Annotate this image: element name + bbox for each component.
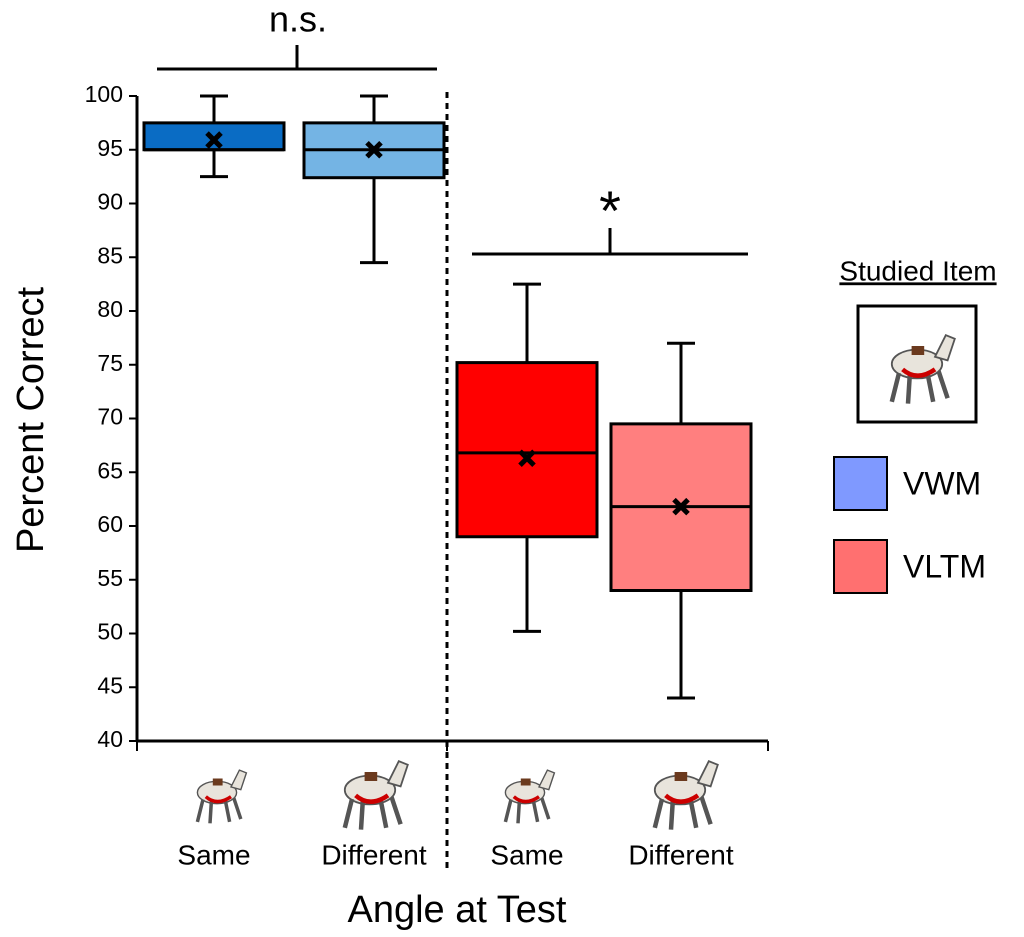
- mean-marker: [672, 497, 690, 516]
- y-tick-label: 75: [97, 350, 123, 376]
- y-tick-label: 40: [97, 726, 123, 752]
- annotation: n.s.: [269, 0, 327, 40]
- legend-title: Studied Item: [839, 255, 996, 286]
- bracket: [472, 228, 748, 256]
- y-tick-label: 70: [97, 404, 123, 430]
- y-tick-label: 65: [97, 457, 123, 483]
- legend-swatch: [833, 539, 888, 594]
- mean-marker: [205, 131, 223, 149]
- y-tick-label: 100: [85, 81, 123, 107]
- y-tick-label: 90: [97, 189, 123, 215]
- legend-label: VWM: [903, 465, 981, 501]
- y-tick-label: 95: [97, 135, 123, 161]
- y-tick-label: 60: [97, 511, 123, 537]
- y-tick-label: 85: [97, 242, 123, 268]
- mean-marker: [365, 140, 383, 159]
- box: [142, 121, 286, 152]
- x-tick-label: Same: [490, 839, 563, 870]
- y-axis-title: Percent Correct: [10, 287, 52, 554]
- bracket: [157, 45, 437, 71]
- legend-swatch: [833, 456, 888, 511]
- y-tick-label: 50: [97, 619, 123, 645]
- x-tick-label: Same: [177, 839, 250, 870]
- x-axis-title: Angle at Test: [347, 889, 566, 931]
- box: [455, 361, 599, 539]
- x-tick-label: Different: [321, 839, 427, 870]
- y-tick-label: 55: [97, 565, 123, 591]
- mean-marker: [518, 449, 536, 468]
- test-images: [197, 761, 717, 829]
- legend-label: VLTM: [903, 548, 986, 584]
- y-tick-label: 45: [97, 672, 123, 698]
- annotation: *: [599, 179, 621, 242]
- x-tick-label: Different: [628, 839, 734, 870]
- y-tick-label: 80: [97, 296, 123, 322]
